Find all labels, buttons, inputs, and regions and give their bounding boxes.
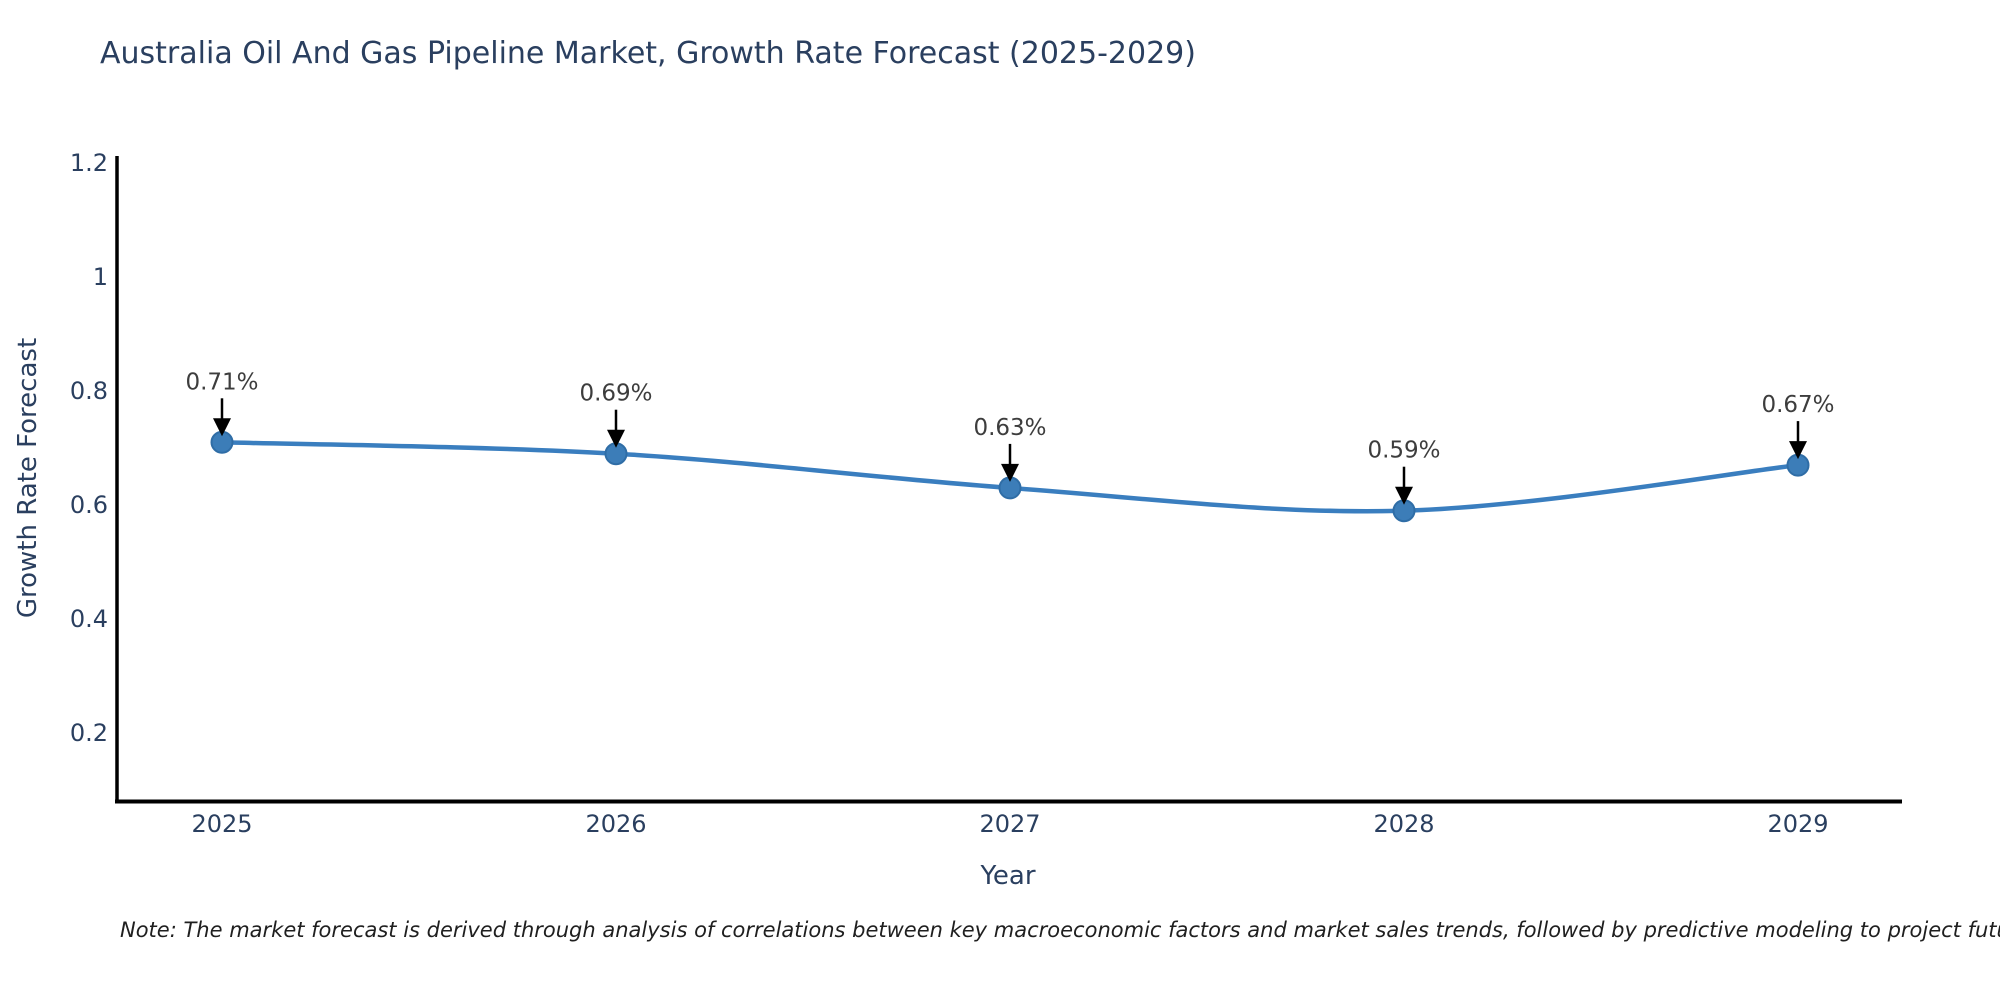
data-point-annotations: 0.71% 0.69% 0.63% 0.59% 0.67%: [185, 369, 1835, 505]
annotation-arrowhead-icon: [1001, 463, 1019, 482]
axes: [115, 156, 1902, 804]
annotation-arrowhead-icon: [1789, 441, 1807, 460]
data-point-value-label: 0.69%: [579, 381, 652, 407]
x-tick-label: 2028: [1373, 810, 1434, 838]
y-tick-label: 1: [93, 263, 108, 291]
footnote: Note: The market forecast is derived thr…: [120, 918, 2000, 942]
x-axis-tick-labels: 2025 2026 2027 2028 2029: [191, 810, 1828, 838]
y-axis-tick-labels: 1.2 1 0.8 0.6 0.4 0.2: [70, 149, 108, 747]
x-tick-label: 2025: [191, 810, 252, 838]
data-point-value-label: 0.63%: [973, 415, 1046, 441]
annotation-arrowhead-icon: [1395, 486, 1413, 505]
x-tick-label: 2029: [1767, 810, 1828, 838]
data-point-value-label: 0.71%: [185, 369, 258, 395]
data-point-value-label: 0.67%: [1761, 392, 1834, 418]
data-point-value-label: 0.59%: [1367, 438, 1440, 464]
annotation-arrowhead-icon: [213, 418, 231, 437]
y-tick-label: 0.4: [70, 605, 108, 633]
chart-title: Australia Oil And Gas Pipeline Market, G…: [100, 36, 1196, 71]
y-tick-label: 0.8: [70, 377, 108, 405]
y-tick-label: 0.2: [70, 719, 108, 747]
x-tick-label: 2027: [979, 810, 1040, 838]
y-tick-label: 1.2: [70, 149, 108, 177]
x-axis-title: Year: [980, 861, 1036, 891]
y-tick-label: 0.6: [70, 491, 108, 519]
annotation-arrowhead-icon: [607, 429, 625, 448]
x-tick-label: 2026: [585, 810, 646, 838]
